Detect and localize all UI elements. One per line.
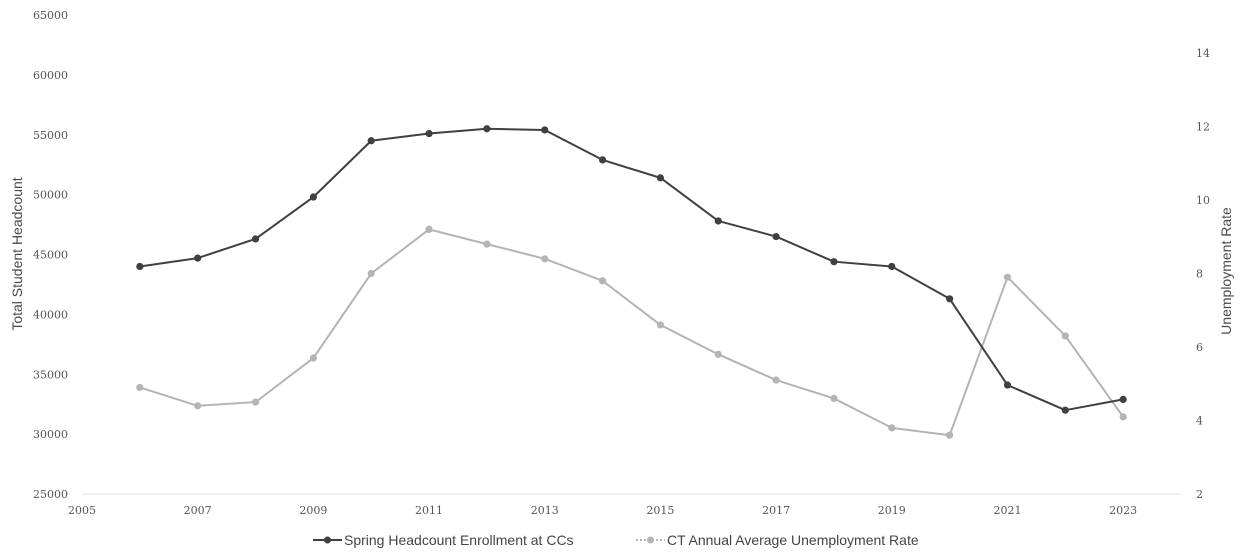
legend-item-enrollment[interactable]: Spring Headcount Enrollment at CCs [313, 532, 574, 548]
x-tick-label: 2017 [762, 504, 790, 517]
data-point-unemployment[interactable] [251, 398, 260, 406]
data-point-unemployment[interactable] [830, 394, 838, 403]
y2-tick-label: 2 [1196, 488, 1203, 501]
data-point-enrollment[interactable] [309, 193, 317, 201]
data-point-enrollment[interactable] [946, 295, 954, 303]
x-tick-label: 2005 [68, 504, 96, 517]
data-point-enrollment[interactable] [194, 254, 202, 262]
legend-label-enrollment: Spring Headcount Enrollment at CCs [344, 532, 574, 548]
data-point-unemployment[interactable] [194, 402, 202, 410]
y-tick-label: 25000 [33, 488, 68, 501]
y2-tick-label: 14 [1196, 47, 1210, 60]
y-tick-label: 45000 [33, 249, 68, 262]
x-tick-label: 2023 [1109, 504, 1137, 517]
x-tick-label: 2015 [646, 504, 674, 517]
data-point-unemployment[interactable] [367, 269, 375, 278]
data-point-unemployment[interactable] [309, 354, 317, 362]
data-point-enrollment[interactable] [772, 232, 780, 241]
data-point-unemployment[interactable] [888, 424, 896, 432]
data-point-enrollment[interactable] [425, 129, 433, 138]
data-point-unemployment[interactable] [1119, 413, 1127, 421]
x-tick-label: 2011 [415, 504, 443, 517]
data-point-unemployment[interactable] [541, 255, 549, 263]
data-point-unemployment[interactable] [714, 350, 722, 358]
x-tick-label: 2013 [531, 504, 559, 517]
y-tick-label: 30000 [33, 428, 68, 441]
data-point-enrollment[interactable] [1119, 395, 1127, 403]
y2-tick-label: 8 [1196, 268, 1203, 281]
left-axis-ticks: 25000 30000 35000 40000 45000 50000 55000 60000… [33, 9, 68, 501]
y-tick-label: 40000 [33, 308, 68, 321]
legend-swatch-unemployment-marker [647, 536, 654, 544]
x-tick-label: 2019 [878, 504, 906, 517]
y2-tick-label: 12 [1196, 121, 1210, 134]
y-tick-label: 35000 [33, 368, 68, 381]
data-point-unemployment[interactable] [1003, 273, 1012, 281]
data-point-unemployment[interactable] [1061, 332, 1069, 340]
data-point-enrollment[interactable] [888, 262, 896, 271]
x-tick-label: 2009 [299, 504, 327, 517]
y-tick-label: 55000 [33, 129, 68, 142]
y-tick-label: 50000 [33, 189, 68, 202]
legend: Spring Headcount Enrollment at CCs CT An… [313, 532, 919, 548]
series-line-enrollment [139, 127, 1124, 412]
legend-item-unemployment[interactable]: CT Annual Average Unemployment Rate [636, 532, 919, 548]
series-layer [136, 125, 1127, 439]
data-point-unemployment[interactable] [483, 240, 491, 248]
data-point-unemployment[interactable] [598, 277, 607, 285]
data-point-enrollment[interactable] [251, 235, 260, 243]
series-line-unemployment [139, 228, 1124, 437]
right-axis-title: Unemployment Rate [1218, 207, 1234, 335]
data-point-unemployment[interactable] [656, 321, 665, 329]
x-tick-label: 2021 [993, 504, 1021, 517]
data-point-enrollment[interactable] [656, 174, 665, 182]
data-point-enrollment[interactable] [598, 156, 607, 164]
data-point-enrollment[interactable] [1061, 406, 1069, 414]
data-point-unemployment[interactable] [946, 431, 954, 439]
data-point-unemployment[interactable] [772, 376, 780, 384]
legend-swatch-enrollment-marker [324, 536, 331, 544]
data-point-enrollment[interactable] [367, 137, 375, 145]
y2-tick-label: 10 [1196, 194, 1210, 207]
data-point-unemployment[interactable] [425, 225, 433, 233]
y-tick-label: 65000 [33, 9, 68, 22]
x-tick-label: 2007 [184, 504, 212, 517]
data-point-enrollment[interactable] [714, 217, 722, 225]
data-point-unemployment[interactable] [136, 383, 144, 392]
y2-tick-label: 4 [1196, 415, 1203, 428]
data-point-enrollment[interactable] [483, 125, 491, 133]
data-point-enrollment[interactable] [830, 258, 838, 266]
data-point-enrollment[interactable] [136, 262, 144, 271]
y2-tick-label: 6 [1196, 341, 1203, 354]
left-axis-title: Total Student Headcount [9, 177, 25, 330]
y-tick-label: 60000 [33, 69, 68, 82]
data-point-enrollment[interactable] [541, 126, 549, 134]
data-point-enrollment[interactable] [1003, 381, 1012, 389]
right-axis-ticks: 2 4 6 8 10 12 14 [1196, 47, 1210, 501]
x-axis-ticks: 2005 2007 2009 2011 2013 2015 2017 2019 2021 2023 [68, 504, 1137, 517]
legend-label-unemployment: CT Annual Average Unemployment Rate [667, 532, 919, 548]
